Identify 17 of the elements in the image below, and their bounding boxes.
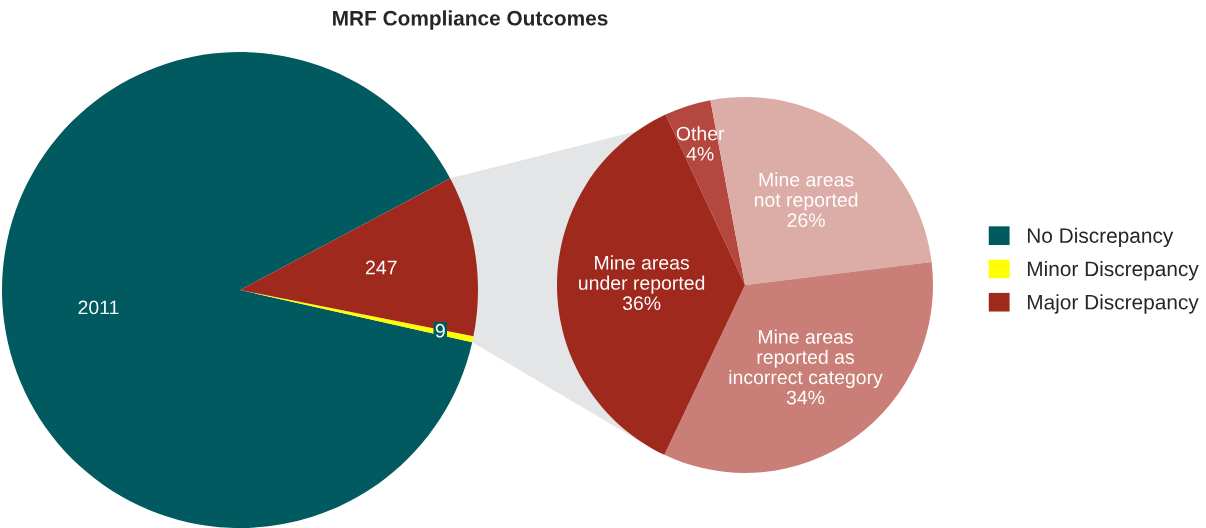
data-label: 9 — [435, 323, 445, 338]
data-label: 2011 — [78, 300, 119, 315]
slice-label: Other — [676, 126, 725, 141]
data-label: 34% — [786, 390, 825, 405]
slice-label: Mine areas not reported — [754, 172, 858, 211]
legend-label: Major Discrepancy — [1027, 294, 1199, 314]
pie-slice — [240, 178, 478, 337]
slice-label: Mine areas under reported — [579, 255, 705, 294]
data-label: 4% — [686, 147, 714, 161]
chart-title: MRF Compliance Outcomes — [333, 10, 608, 30]
data-label: 26% — [787, 213, 825, 228]
legend-label: Minor Discrepancy — [1027, 260, 1199, 281]
pie-slice — [2, 52, 473, 528]
slice-label: Mine areas reported as incorrect category — [729, 329, 883, 389]
data-label: 247 — [366, 260, 397, 275]
legend-label: No Discrepancy — [1027, 227, 1174, 248]
data-label: 36% — [622, 296, 661, 311]
